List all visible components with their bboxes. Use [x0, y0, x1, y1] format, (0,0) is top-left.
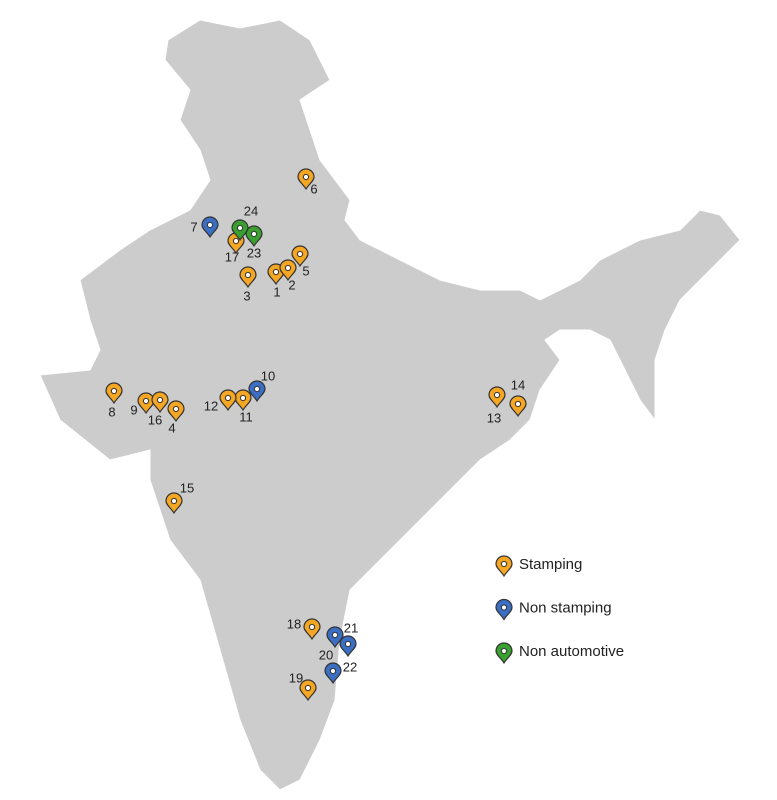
pin-dot [272, 268, 280, 276]
pin-dot [232, 237, 240, 245]
pin-label: 14 [511, 377, 525, 392]
pin-label: 19 [289, 670, 303, 685]
pin-dot [284, 264, 292, 272]
pin-dot [331, 631, 339, 639]
pin-label: 4 [168, 420, 175, 435]
pin-dot [206, 221, 214, 229]
pin-label: 18 [287, 616, 301, 631]
legend-label: Non automotive [519, 643, 624, 660]
pin-label: 16 [148, 412, 162, 427]
pin-label: 5 [302, 263, 309, 278]
pin-dot [493, 391, 501, 399]
pin-dot [304, 684, 312, 692]
pin-label: 17 [225, 249, 239, 264]
pin-label: 15 [180, 480, 194, 495]
pin-label: 24 [244, 203, 258, 218]
pin-label: 21 [344, 620, 358, 635]
pin-label: 11 [239, 409, 253, 424]
pin-label: 2 [288, 277, 295, 292]
pin-label: 3 [243, 288, 250, 303]
legend-label: Non stamping [519, 599, 612, 616]
pin-label: 10 [261, 368, 275, 383]
pin-dot [239, 394, 247, 402]
pin-dot [250, 230, 258, 238]
pin-dot [236, 224, 244, 232]
pin-label: 12 [204, 398, 218, 413]
pin-dot [514, 400, 522, 408]
pin-label: 8 [108, 404, 115, 419]
pin-dot [302, 173, 310, 181]
pin-label: 1 [273, 284, 280, 299]
pin-label: 13 [487, 410, 501, 425]
pin-dot [172, 405, 180, 413]
pin-label: 22 [343, 659, 357, 674]
pin-dot [142, 397, 150, 405]
country-outline [39, 19, 741, 791]
pin-dot [224, 394, 232, 402]
pin-dot [500, 604, 508, 611]
pin-label: 9 [130, 402, 137, 417]
pin-dot [329, 667, 337, 675]
pin-dot [500, 560, 508, 568]
legend-label: Stamping [519, 556, 582, 573]
pin-label: 6 [310, 181, 317, 196]
pin-label: 7 [190, 219, 197, 234]
pin-label: 23 [247, 245, 261, 260]
pin-dot [344, 640, 352, 648]
pin-dot [156, 396, 164, 404]
pin-dot [500, 647, 508, 655]
pin-dot [308, 623, 316, 631]
pin-dot [170, 497, 178, 505]
pin-dot [244, 271, 252, 279]
pin-dot [253, 385, 261, 393]
pin-dot [110, 387, 118, 395]
pin-dot [296, 250, 304, 258]
pin-label: 20 [319, 647, 333, 662]
